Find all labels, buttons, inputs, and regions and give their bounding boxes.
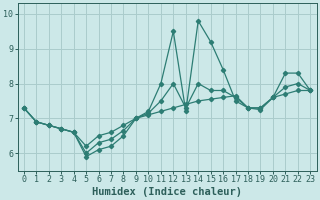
X-axis label: Humidex (Indice chaleur): Humidex (Indice chaleur) [92, 186, 242, 197]
